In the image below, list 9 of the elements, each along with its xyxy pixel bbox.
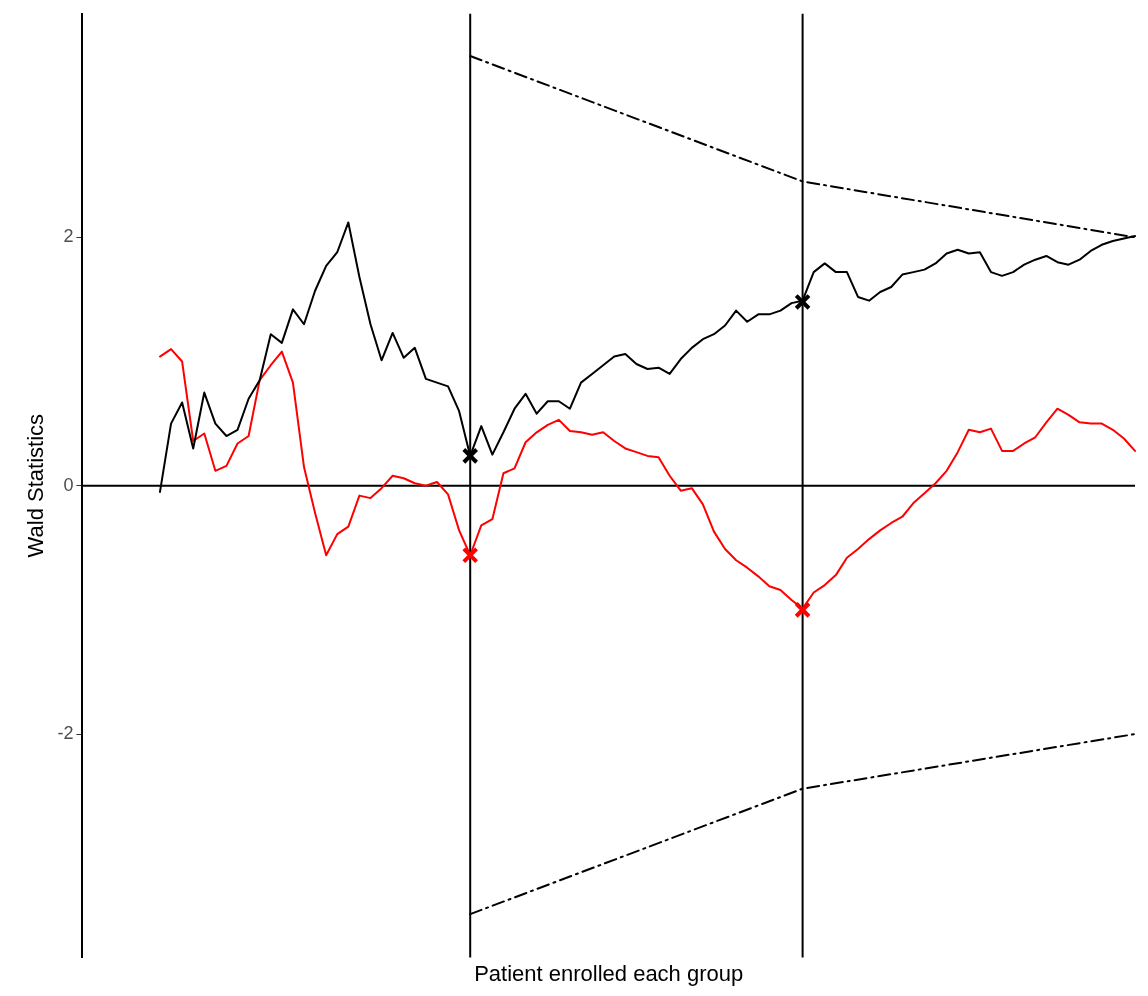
point <box>461 546 479 564</box>
y-tick-label: -2 <box>57 723 74 744</box>
point <box>794 601 811 619</box>
y-tick-label: 0 <box>63 474 74 495</box>
y-axis-title: Wald Statistics <box>23 413 49 558</box>
point <box>461 447 479 465</box>
y-tick-label: 2 <box>63 226 74 247</box>
x-axis-title: Patient enrolled each group <box>474 960 744 986</box>
point <box>794 293 811 311</box>
